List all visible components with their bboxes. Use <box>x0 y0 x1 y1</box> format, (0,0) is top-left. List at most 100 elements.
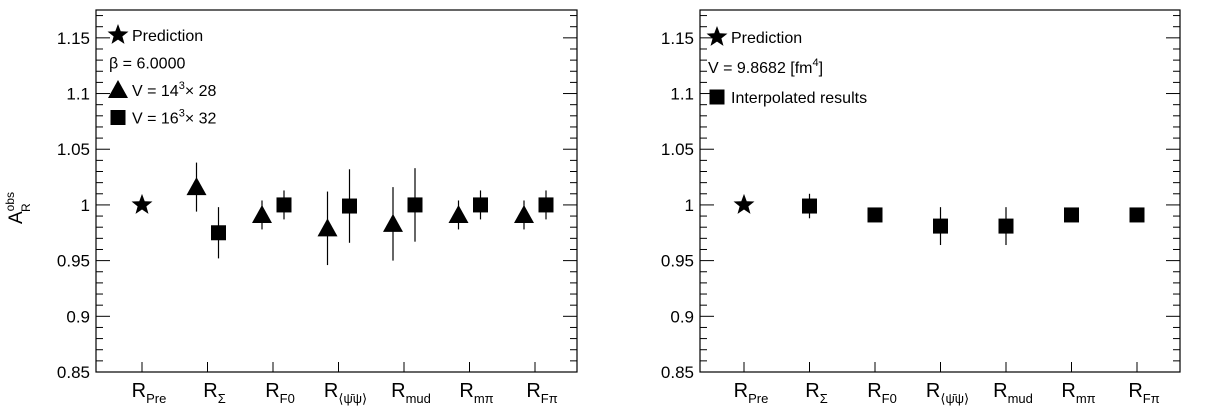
data-point-triangle <box>383 213 403 232</box>
data-point-square <box>867 207 883 223</box>
legend-marker-triangle <box>108 80 128 98</box>
ytick-label: 1 <box>685 196 694 215</box>
data-point-square <box>998 218 1014 234</box>
data-point-triangle <box>317 218 338 237</box>
category-label-2-main: R <box>265 380 279 402</box>
data-point-square <box>538 197 554 213</box>
data-point-square <box>276 197 292 213</box>
ytick-label: 1 <box>81 196 90 215</box>
legend-entry-0-text: Prediction <box>731 30 802 47</box>
legend-entry-2-text: V = 14 <box>132 83 179 100</box>
category-label-1-main: R <box>203 380 217 402</box>
ytick-label: 1.05 <box>57 140 90 159</box>
category-label-1-sub: Σ <box>218 391 226 406</box>
category-label-6-sub: Fπ <box>541 391 558 406</box>
data-point-square <box>1064 207 1079 223</box>
legend-marker-square <box>110 110 126 125</box>
category-label-4-sub: mud <box>406 391 431 406</box>
series-star <box>733 193 755 214</box>
legend-entry-1-text: V = 9.8682 [fm <box>708 60 813 77</box>
category-label-5: Rmπ <box>1061 380 1095 406</box>
category-label-2: RF0 <box>867 380 897 406</box>
ytick-label: 0.85 <box>661 363 694 382</box>
category-label-0: RPre <box>734 380 769 406</box>
category-label-5-sub: mπ <box>1076 391 1096 406</box>
ytick-label: 0.85 <box>57 363 90 382</box>
legend-entry-0-text: Prediction <box>132 28 203 45</box>
legend-entry-0: Prediction <box>132 28 203 45</box>
data-point-star <box>733 193 755 214</box>
category-label-2-sub: F0 <box>882 391 897 406</box>
ytick-label: 1.15 <box>57 29 90 48</box>
series-square <box>802 193 1145 246</box>
data-point-square <box>933 218 948 234</box>
data-point-triangle <box>514 204 534 223</box>
category-label-2-sub: F0 <box>280 391 295 406</box>
category-label-4: Rmud <box>993 380 1033 406</box>
legend-entry-1: V = 9.8682 [fm4] <box>708 57 823 77</box>
ytick-label: 0.9 <box>66 307 90 326</box>
category-label-1-sub: Σ <box>820 391 828 406</box>
data-point-triangle <box>252 204 272 223</box>
category-label-6-main: R <box>526 380 540 402</box>
ytick-label: 1.15 <box>661 29 694 48</box>
category-label-4: Rmud <box>391 380 431 406</box>
legend-entry-3-tail: × 32 <box>185 111 217 128</box>
category-label-3: R⟨ψ̄ψ⟩ <box>324 380 367 406</box>
category-label-2: RF0 <box>265 380 295 406</box>
category-label-3-sub: ⟨ψ̄ψ⟩ <box>338 391 367 406</box>
data-point-triangle <box>186 177 207 196</box>
category-label-4-sub: mud <box>1008 391 1033 406</box>
data-point-square <box>802 198 817 214</box>
legend-entry-2: Interpolated results <box>731 90 867 107</box>
ytick-label: 0.95 <box>57 252 90 271</box>
legend-marker-star <box>107 24 129 44</box>
legend-entry-2: V = 143× 28 <box>132 80 217 100</box>
ytick-label: 1.1 <box>66 85 90 104</box>
data-point-triangle <box>448 204 469 223</box>
category-label-0: RPre <box>132 380 167 406</box>
category-label-1-main: R <box>805 380 819 402</box>
data-point-square <box>342 198 357 214</box>
legend-entry-1-tail: ] <box>819 60 823 77</box>
category-label-1: RΣ <box>203 380 226 406</box>
y-axis-label-sup: obs <box>3 192 17 211</box>
ytick-label: 0.95 <box>661 252 694 271</box>
category-label-6: RFπ <box>1128 380 1159 406</box>
category-label-0-sub: Pre <box>748 391 768 406</box>
legend-entry-2-sup: 3 <box>179 80 185 92</box>
ytick-label: 1.1 <box>670 85 694 104</box>
category-label-3-main: R <box>324 380 338 402</box>
category-label-0-main: R <box>734 380 748 402</box>
category-label-4-main: R <box>391 380 405 402</box>
data-point-star <box>131 193 153 214</box>
legend-entry-2-text: Interpolated results <box>731 90 867 107</box>
category-label-3: R⟨ψ̄ψ⟩ <box>926 380 969 406</box>
ytick-label: 0.9 <box>670 307 694 326</box>
series-star <box>131 193 153 214</box>
series-square <box>211 168 554 259</box>
legend-marker-square <box>709 89 725 105</box>
y-axis-label: Aobs R <box>3 192 33 224</box>
category-label-1: RΣ <box>805 380 828 406</box>
data-point-square <box>211 225 226 241</box>
category-label-5-main: R <box>459 380 473 402</box>
legend-entry-3-sup: 3 <box>179 108 185 120</box>
category-label-5-main: R <box>1061 380 1075 402</box>
legend-marker-star <box>706 26 728 46</box>
category-label-5-sub: mπ <box>474 391 494 406</box>
legend-entry-2-tail: × 28 <box>185 83 217 100</box>
y-axis-label-sub: R <box>19 203 33 212</box>
data-point-square <box>1129 207 1145 223</box>
y-axis-label-main: A <box>6 211 27 224</box>
legend-entry-0: Prediction <box>731 30 802 47</box>
category-label-5: Rmπ <box>459 380 493 406</box>
category-label-0-main: R <box>132 380 146 402</box>
legend-entry-1: β = 6.0000 <box>109 56 185 73</box>
legend-entry-3: V = 163× 32 <box>132 108 217 128</box>
legend-entry-3-text: V = 16 <box>132 111 179 128</box>
category-label-6-sub: Fπ <box>1143 391 1160 406</box>
